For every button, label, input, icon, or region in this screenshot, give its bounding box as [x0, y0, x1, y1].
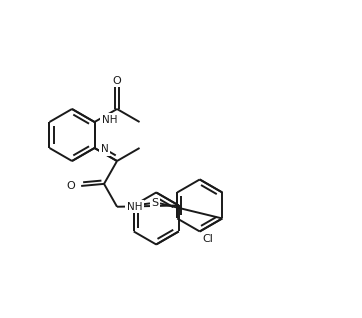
Text: S: S — [151, 198, 159, 208]
Text: NH: NH — [127, 202, 143, 212]
Text: NH: NH — [101, 115, 117, 125]
Text: O: O — [66, 181, 75, 191]
Text: Cl: Cl — [203, 234, 214, 245]
Text: O: O — [113, 76, 121, 86]
Text: N: N — [101, 144, 108, 154]
